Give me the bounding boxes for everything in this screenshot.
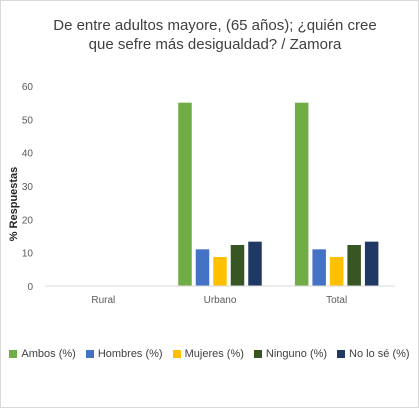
legend-swatch (337, 350, 346, 358)
chart-title: De entre adultos mayore, (65 años); ¿qui… (53, 17, 377, 53)
legend-label: Mujeres (%) (184, 348, 244, 360)
y-tick-label: 40 (22, 149, 34, 160)
legend-item: Hombres (%) (85, 348, 163, 360)
bar (178, 102, 192, 287)
bar (312, 249, 326, 286)
bar (364, 241, 379, 286)
x-tick-label: Total (326, 295, 347, 306)
x-ticks: Rural Urbano Total (91, 295, 347, 306)
y-tick-label: 60 (22, 82, 34, 93)
legend-label: No lo sé (%) (349, 348, 410, 360)
bar (347, 245, 361, 286)
y-tick-label: 50 (22, 115, 34, 126)
legend-item: Ambos (%) (9, 348, 76, 360)
bar (213, 257, 227, 286)
bar (248, 241, 262, 286)
bar (230, 245, 245, 286)
x-tick-label: Rural (91, 295, 115, 306)
bar (329, 257, 344, 286)
legend-swatch (253, 350, 262, 358)
legend-swatch (9, 350, 18, 358)
legend-label: Ninguno (%) (265, 348, 328, 360)
bar (294, 102, 309, 287)
y-tick-label: 10 (22, 249, 34, 260)
legend-item: Ninguno (%) (253, 348, 328, 360)
legend-label: Hombres (%) (97, 348, 163, 360)
legend-swatch (85, 350, 94, 358)
bar (195, 249, 210, 286)
legend-item: No lo sé (%) (337, 348, 410, 360)
bars (178, 102, 379, 287)
legend-swatch (172, 350, 181, 358)
x-tick-label: Urbano (204, 295, 237, 306)
y-tick-label: 20 (22, 215, 34, 226)
legend-item: Mujeres (%) (172, 348, 244, 360)
y-ticks: 0 10 20 30 40 50 60 (22, 82, 34, 293)
legend-label: Ambos (%) (21, 348, 76, 360)
y-tick-label: 30 (22, 182, 34, 193)
y-tick-label: 0 (27, 282, 33, 293)
legend: Ambos (%) Hombres (%) Mujeres (%) Ninguno (… (0, 348, 419, 360)
